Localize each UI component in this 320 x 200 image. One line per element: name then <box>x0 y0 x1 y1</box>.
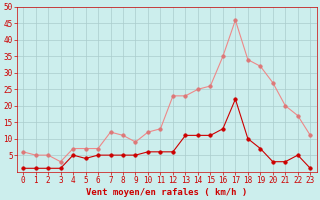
X-axis label: Vent moyen/en rafales ( km/h ): Vent moyen/en rafales ( km/h ) <box>86 188 247 197</box>
